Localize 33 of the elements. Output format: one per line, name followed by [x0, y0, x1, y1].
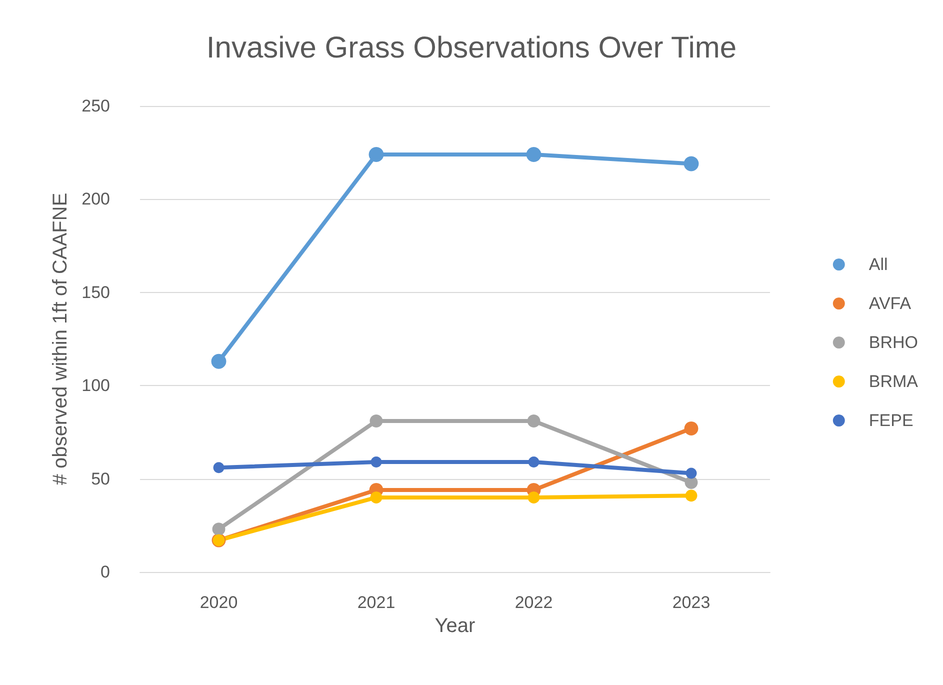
y-tick-label: 200 — [82, 190, 110, 209]
point — [528, 456, 540, 468]
x-tick-label: 2023 — [672, 593, 710, 612]
point — [527, 414, 540, 428]
y-tick-label: 50 — [91, 469, 110, 488]
legend-label: All — [868, 255, 888, 274]
legend-label: BRHO — [868, 333, 918, 352]
point — [213, 462, 224, 474]
x-tick-label: 2022 — [514, 593, 553, 612]
point — [686, 468, 697, 479]
y-tick-label: 100 — [82, 376, 110, 396]
point — [684, 156, 699, 172]
y-tick-label: 0 — [100, 562, 110, 582]
chart-title: Invasive Grass Observations Over Time — [206, 32, 737, 64]
x-tick-label: 2021 — [357, 593, 396, 612]
point — [526, 146, 542, 162]
legend-label: BRMA — [868, 372, 919, 391]
y-axis-title: # observed within 1ft of CAAFNE — [50, 192, 72, 486]
point — [370, 456, 382, 468]
x-tick-label: 2020 — [200, 593, 238, 612]
y-tick-label: 150 — [82, 282, 110, 302]
point — [684, 421, 698, 436]
legend-label: FEPE — [868, 411, 914, 430]
point — [370, 491, 382, 504]
point — [368, 146, 384, 162]
point — [212, 522, 226, 536]
x-axis-title: Year — [434, 614, 476, 637]
point — [685, 490, 698, 502]
point — [211, 354, 226, 369]
point — [370, 414, 383, 428]
legend-label: AVFA — [868, 294, 912, 313]
y-tick-label: 250 — [82, 96, 110, 116]
point — [528, 491, 540, 504]
